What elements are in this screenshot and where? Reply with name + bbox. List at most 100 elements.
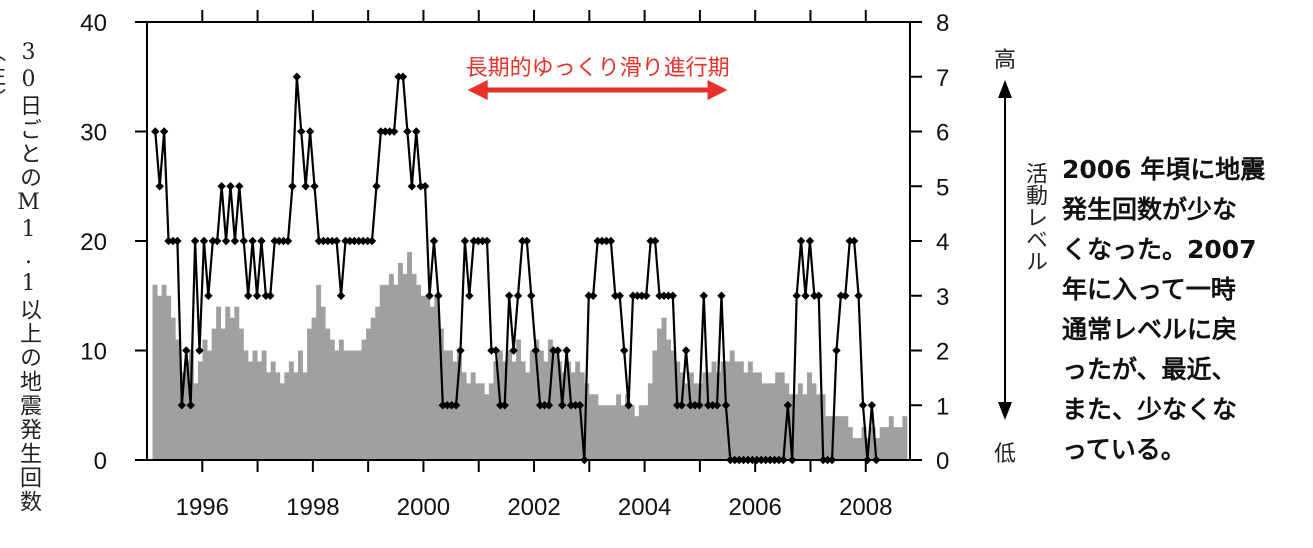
bar: [329, 339, 335, 460]
bar: [288, 361, 294, 460]
level-arrow-up-head: [998, 80, 1012, 98]
line-point: [527, 291, 536, 300]
line-point: [805, 236, 815, 246]
line-point: [699, 291, 708, 300]
bar: [625, 394, 631, 460]
bar: [802, 394, 808, 460]
line-point: [389, 127, 399, 136]
line-point: [845, 236, 854, 246]
line-point: [500, 401, 509, 410]
line-point: [221, 236, 231, 246]
line-point: [420, 182, 430, 191]
line-point: [690, 401, 700, 410]
line-point: [336, 291, 346, 300]
line-point: [522, 236, 532, 246]
bar: [279, 383, 285, 460]
bar: [402, 273, 408, 460]
line-point: [721, 401, 731, 410]
bar: [575, 361, 581, 460]
bar: [806, 372, 812, 460]
line-point: [279, 236, 288, 246]
line-point: [310, 182, 319, 191]
bar: [870, 427, 876, 460]
bar: [393, 284, 399, 460]
bar: [261, 350, 267, 460]
y-right-tick-label: 8: [936, 10, 949, 37]
line-point: [810, 291, 819, 300]
bar: [297, 350, 303, 460]
x-tick-label: 2002: [507, 494, 560, 521]
line-point: [168, 236, 178, 246]
bar: [897, 427, 903, 460]
line-point: [646, 236, 655, 246]
line-point: [456, 346, 465, 355]
line-point: [345, 236, 355, 246]
line-point: [416, 182, 425, 191]
bar: [557, 361, 562, 460]
line-point: [703, 401, 713, 410]
line-point: [615, 291, 624, 300]
bar: [706, 372, 712, 460]
line-point: [624, 401, 633, 410]
bar: [493, 361, 499, 460]
bar: [875, 438, 881, 460]
bar: [570, 372, 576, 460]
line-point: [473, 236, 483, 246]
bar: [179, 372, 185, 460]
span-arrow-right-head: [707, 80, 728, 100]
y-axis-left-label: 30日ごとのM1.1以上の地震発生回数（注）: [0, 40, 41, 514]
line-point: [637, 291, 647, 300]
bar: [152, 284, 158, 460]
bar: [607, 405, 612, 460]
bar: [229, 317, 235, 460]
line-point: [186, 401, 195, 410]
bar: [293, 372, 299, 460]
bar: [793, 394, 799, 460]
line-point: [664, 291, 673, 300]
bar: [597, 405, 603, 460]
line-point: [381, 127, 390, 136]
bar: [879, 427, 885, 460]
y-right-tick-label: 2: [936, 339, 949, 366]
level-low-label: 低: [994, 442, 1017, 467]
line-point: [230, 236, 240, 246]
y-right-tick-label: 3: [936, 284, 949, 311]
bar: [893, 427, 899, 460]
line-point: [403, 127, 412, 136]
bar: [488, 383, 494, 460]
bar: [847, 427, 853, 460]
bar: [652, 350, 658, 460]
bar: [602, 405, 608, 460]
bar: [679, 372, 685, 460]
bar: [507, 350, 512, 460]
line-point: [673, 401, 682, 410]
bar: [266, 372, 272, 460]
line-point: [611, 291, 620, 300]
bar: [320, 306, 326, 460]
line-point: [177, 401, 187, 410]
x-tick-label: 2000: [397, 494, 450, 521]
line-point: [650, 236, 660, 246]
bar: [788, 394, 794, 460]
line-point: [509, 346, 518, 355]
line-point: [553, 346, 563, 355]
bar: [520, 361, 526, 460]
bar: [238, 328, 244, 460]
line-point: [319, 236, 328, 246]
line-point: [443, 401, 452, 410]
bar: [543, 361, 549, 460]
bar: [593, 394, 599, 460]
y-left-tick-label: 40: [80, 10, 107, 37]
line-point: [549, 346, 558, 355]
x-tick-label: 1996: [176, 494, 229, 521]
bar: [166, 295, 172, 460]
line-point: [301, 182, 310, 191]
bar: [516, 339, 522, 460]
line-point: [239, 236, 248, 246]
y-right-tick-label: 0: [936, 448, 949, 475]
line-point: [394, 72, 403, 81]
line-point: [619, 346, 629, 355]
bar: [638, 405, 644, 460]
bar: [634, 416, 640, 460]
